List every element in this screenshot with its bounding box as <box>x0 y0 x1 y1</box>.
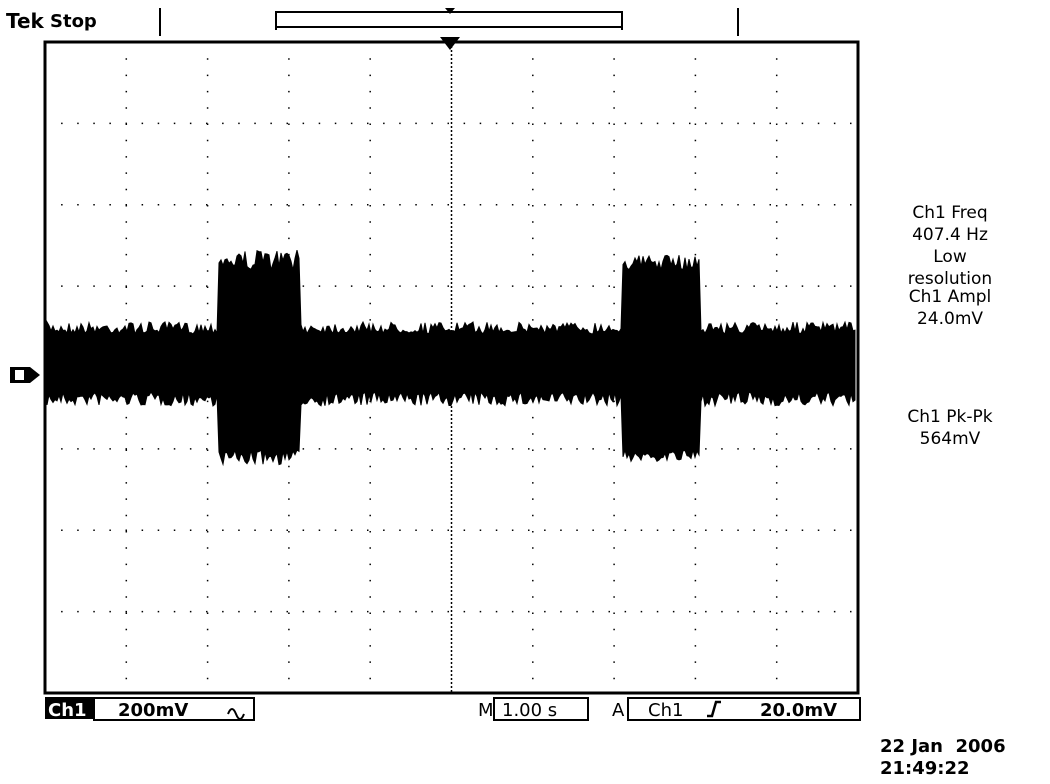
channel-badge <box>45 697 93 719</box>
measurement-text: 564mV <box>920 429 981 449</box>
timebase-box <box>493 697 589 721</box>
measurement-text: Ch1 Pk-Pk <box>907 407 992 427</box>
trigger-level: 20.0mV <box>760 700 837 721</box>
timebase: 1.00 s <box>502 700 557 721</box>
timebase-prefix: M <box>478 700 494 721</box>
trigger-box <box>627 697 861 721</box>
graticule-border <box>43 40 860 695</box>
record-position <box>445 8 455 14</box>
coupling-icon <box>227 708 245 720</box>
waveform <box>46 249 856 467</box>
channel-label: Ch1 <box>48 700 87 721</box>
vertical-scale: 200mV <box>118 700 188 721</box>
trigger-prefix: A <box>612 700 625 721</box>
trigger-edge-icon <box>707 700 721 718</box>
ground-marker-label <box>15 370 24 380</box>
run-status: Stop <box>50 11 97 32</box>
measurement-text: 24.0mV <box>917 309 983 329</box>
measurement-text: resolution <box>908 269 992 289</box>
trigger-source: Ch1 <box>648 700 683 721</box>
scale-box <box>93 697 255 721</box>
measurement-text: 407.4 Hz <box>912 225 988 245</box>
measurement-text: Low <box>933 247 967 267</box>
time: 21:49:22 <box>880 758 970 779</box>
date: 22 Jan 2006 <box>880 736 1006 757</box>
measurement-text: Ch1 Freq <box>912 203 987 223</box>
measurement-text: Ch1 Ampl <box>909 287 992 307</box>
brand: Tek <box>6 9 45 33</box>
